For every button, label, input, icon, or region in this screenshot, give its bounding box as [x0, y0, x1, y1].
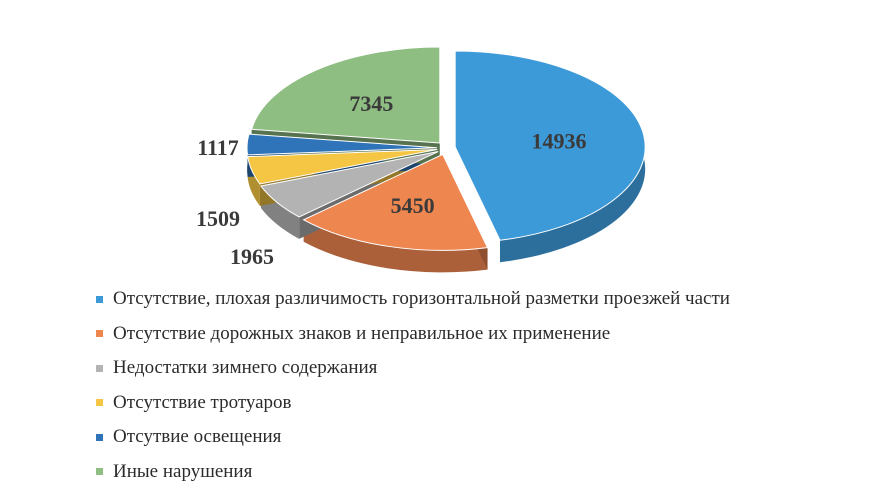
data-label: 1117 — [197, 135, 239, 160]
legend-swatch — [96, 433, 103, 441]
chart-legend: Отсутствие, плохая различимость горизонт… — [96, 282, 730, 489]
legend-swatch — [96, 399, 103, 407]
legend-item: Отсутствие, плохая различимость горизонт… — [96, 282, 730, 317]
legend-label: Иные нарушения — [113, 460, 253, 482]
legend-item: Отсутвие освещения — [96, 420, 730, 455]
pie-slice — [246, 133, 438, 156]
pie-slice — [251, 46, 441, 144]
legend-item: Отсутствие дорожных знаков и неправильно… — [96, 317, 730, 352]
legend-swatch — [96, 468, 103, 476]
pie-slice — [302, 153, 489, 251]
data-label: 14936 — [531, 129, 586, 154]
pie-plot-area: 14936 5450 1965 1509 1117 7345 — [196, 46, 646, 273]
pie-slice — [454, 50, 646, 241]
data-label: 7345 — [349, 91, 393, 116]
legend-label: Отсутствие дорожных знаков и неправильно… — [113, 322, 611, 344]
legend-item: Отсутствие тротуаров — [96, 386, 730, 421]
legend-swatch — [96, 330, 103, 338]
legend-label: Отсутствие тротуаров — [113, 391, 292, 413]
legend-item: Недостатки зимнего содержания — [96, 351, 730, 386]
legend-label: Отсутствие, плохая различимость горизонт… — [113, 288, 730, 310]
legend-label: Отсутвие освещения — [113, 426, 282, 448]
legend-swatch — [96, 295, 103, 303]
legend-label: Недостатки зимнего содержания — [113, 357, 378, 379]
data-label: 5450 — [391, 193, 435, 218]
pie-slice — [260, 151, 439, 218]
pie-slice — [247, 148, 438, 185]
data-label: 1965 — [230, 244, 274, 269]
data-label: 1509 — [196, 206, 240, 231]
legend-swatch — [96, 364, 103, 372]
legend-item: Иные нарушения — [96, 455, 730, 490]
